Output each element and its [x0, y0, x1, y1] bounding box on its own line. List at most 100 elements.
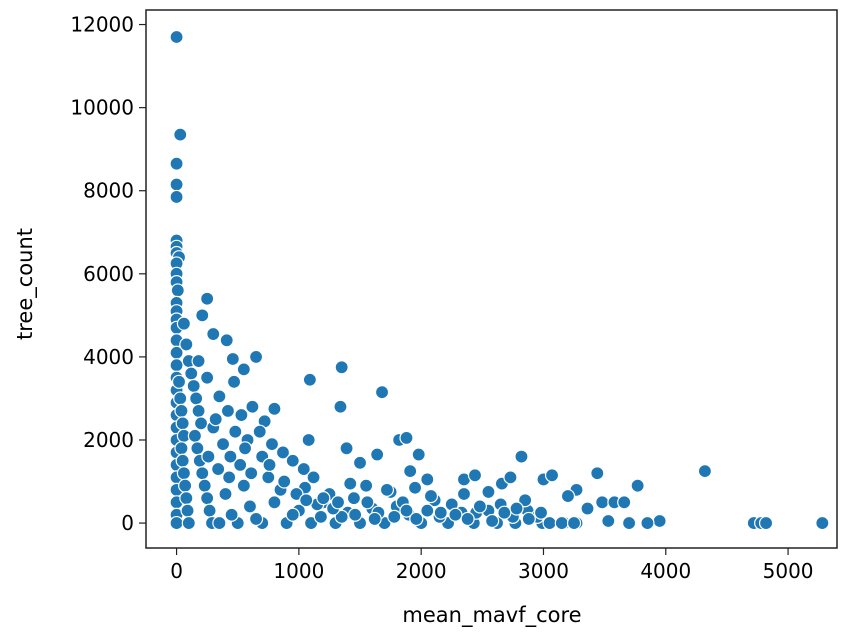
- scatter-point: [206, 326, 221, 342]
- scatter-point: [236, 478, 251, 493]
- scatter-point: [456, 486, 472, 502]
- scatter-point: [174, 441, 189, 456]
- scatter-point: [316, 491, 331, 506]
- scatter-point: [313, 509, 328, 524]
- scatter-point: [180, 503, 195, 518]
- scatter-point: [248, 349, 264, 364]
- scatter-point: [407, 480, 423, 495]
- scatter-point: [173, 127, 188, 142]
- scatter-point: [193, 416, 209, 431]
- scatter-point: [485, 513, 500, 529]
- scatter-point: [186, 378, 201, 394]
- y-tick-label: 4000: [83, 345, 134, 369]
- scatter-point: [169, 358, 184, 373]
- scatter-point: [169, 515, 184, 531]
- scatter-point: [179, 491, 194, 506]
- scatter-point: [176, 466, 192, 481]
- y-axis-label: tree_count: [13, 228, 38, 340]
- scatter-point: [175, 416, 190, 431]
- scatter-point: [601, 513, 616, 529]
- scatter-point: [220, 403, 236, 418]
- y-tick-label: 6000: [83, 262, 134, 286]
- scatter-point: [190, 441, 205, 456]
- scatter-point: [277, 474, 292, 489]
- y-tick-label: 2000: [83, 428, 134, 452]
- scatter-point: [481, 484, 496, 500]
- scatter-point: [590, 466, 605, 481]
- scatter-point: [187, 428, 203, 443]
- scatter-point: [697, 464, 713, 479]
- scatter-point: [267, 401, 282, 416]
- scatter-point: [652, 513, 667, 529]
- scatter-point: [348, 507, 363, 522]
- scatter-point: [236, 362, 251, 377]
- scatter-point: [178, 478, 193, 493]
- scatter-point: [509, 501, 524, 516]
- scatter-point: [346, 491, 362, 506]
- scatter-point: [224, 507, 239, 522]
- scatter-point: [399, 503, 414, 518]
- scatter-point: [202, 503, 217, 518]
- scatter-point: [248, 511, 264, 527]
- scatter-point: [758, 515, 774, 531]
- scatter-point: [460, 511, 475, 527]
- scatter-point: [191, 403, 206, 418]
- scatter-point: [423, 488, 439, 504]
- scatter-point: [184, 366, 199, 381]
- plot-area-frame: [145, 9, 838, 549]
- scatter-point: [244, 466, 259, 481]
- scatter-point: [201, 449, 216, 464]
- scatter-point: [301, 432, 316, 448]
- scatter-point: [219, 333, 234, 348]
- scatter-point: [503, 470, 518, 485]
- scatter-point: [234, 407, 249, 423]
- y-tick-label: 0: [121, 511, 134, 535]
- scatter-point: [237, 441, 253, 456]
- scatter-point: [264, 437, 280, 452]
- scatter-point: [169, 156, 184, 171]
- scatter-point: [169, 177, 184, 192]
- scatter-point: [640, 515, 655, 531]
- scatter-point: [518, 493, 533, 508]
- scatter-point: [374, 385, 390, 400]
- scatter-point: [195, 308, 210, 323]
- scatter-point: [566, 515, 582, 531]
- scatter-point: [387, 509, 402, 524]
- scatter-point: [285, 507, 300, 522]
- scatter-point: [226, 374, 242, 389]
- scatter-point: [433, 505, 448, 520]
- scatter-point: [179, 337, 194, 352]
- scatter-point: [233, 457, 248, 473]
- scatter-point: [533, 505, 549, 520]
- scatter-point: [215, 437, 231, 452]
- x-tick-label: 1000: [273, 559, 324, 583]
- x-tick-label: 0: [170, 559, 183, 583]
- scatter-point: [352, 455, 368, 470]
- scatter-point: [222, 470, 237, 485]
- scatter-point: [174, 403, 189, 418]
- scatter-point: [275, 445, 291, 460]
- scatter-point: [497, 505, 512, 520]
- x-axis-label: mean_mavf_core: [402, 603, 581, 628]
- scatter-point: [212, 389, 227, 404]
- scatter-point: [212, 515, 227, 531]
- scatter-point: [200, 491, 215, 506]
- scatter-point: [420, 503, 435, 518]
- scatter-point: [334, 509, 349, 524]
- scatter-point: [544, 468, 560, 483]
- scatter-point: [360, 495, 375, 510]
- scatter-point: [334, 360, 349, 375]
- scatter-point: [173, 391, 188, 406]
- scatter-point: [181, 515, 196, 531]
- scatter-point: [197, 478, 212, 493]
- scatter-point: [211, 461, 226, 477]
- scatter-point: [245, 399, 260, 414]
- scatter-point: [262, 457, 277, 473]
- y-tick-label: 10000: [70, 96, 134, 120]
- scatter-point: [299, 493, 314, 508]
- scatter-point: [580, 501, 595, 516]
- scatter-point: [267, 495, 282, 510]
- scatter-point: [403, 464, 418, 479]
- scatter-point: [261, 470, 276, 485]
